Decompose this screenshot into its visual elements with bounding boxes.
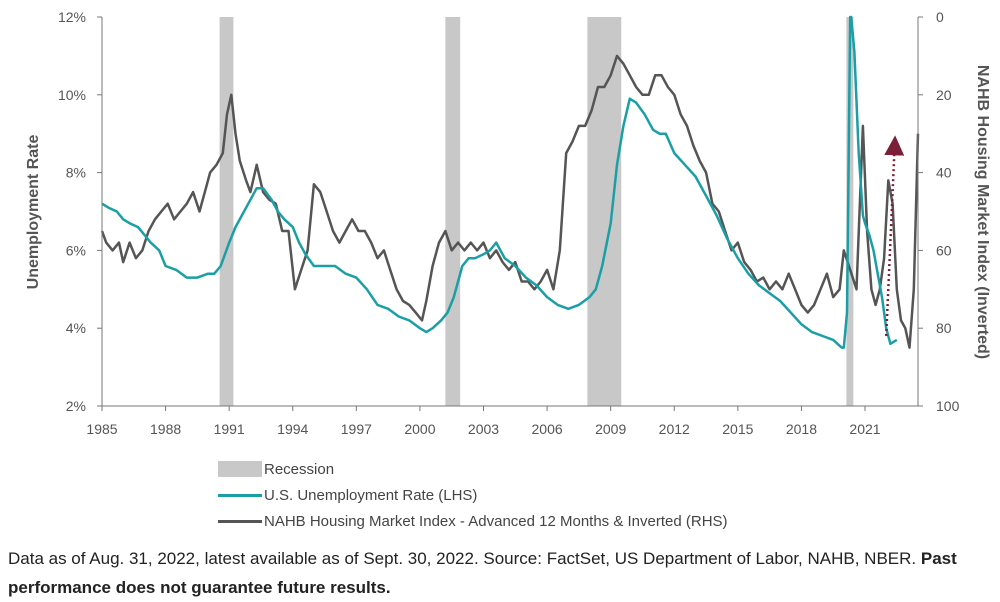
y-right-tick-label: 80	[936, 320, 952, 336]
x-tick-label: 1994	[277, 421, 308, 437]
recession-band-0	[219, 17, 234, 406]
x-tick-label: 2006	[532, 421, 563, 437]
x-tick-label: 1991	[214, 421, 245, 437]
x-tick-label: 2000	[404, 421, 435, 437]
recession-bands	[219, 17, 854, 406]
x-tick-label: 1985	[86, 421, 117, 437]
x-tick-label: 2012	[659, 421, 690, 437]
legend-label-nahb: NAHB Housing Market Index - Advanced 12 …	[264, 512, 728, 530]
legend-label-unemployment: U.S. Unemployment Rate (LHS)	[264, 486, 478, 504]
x-tick-label: 1988	[150, 421, 181, 437]
footnote-disclaimer: Past performance does not guarantee futu…	[8, 549, 957, 597]
recession-band-3	[846, 17, 854, 406]
legend: Recession U.S. Unemployment Rate (LHS) N…	[218, 456, 728, 534]
unemployment-swatch	[218, 493, 262, 497]
y-right-tick-label: 100	[936, 398, 960, 414]
axes	[101, 17, 919, 407]
x-tick-label: 2015	[722, 421, 753, 437]
recession-band-1	[445, 17, 461, 406]
chart: 1985 1988 1991 1994 1997 2000 2003 2006 2009 2012…	[25, 9, 991, 437]
annotation-arrow-line	[884, 135, 905, 337]
footnote-source: Data as of Aug. 31, 2022, latest availab…	[8, 549, 921, 568]
nahb-index-line	[100, 54, 920, 349]
y-left-tick-label: 2%	[66, 398, 86, 414]
ticks: 1985 1988 1991 1994 1997 2000 2003 2006 2009 2012…	[58, 9, 960, 437]
y-axis-left-title: Unemployment Rate	[25, 135, 42, 290]
y-right-tick-label: 60	[936, 242, 952, 258]
unemployment-rate-line	[101, 15, 898, 349]
y-axis-right-title: NAHB Housing Market Index (Inverted)	[974, 65, 991, 359]
y-left-tick-label: 10%	[58, 87, 86, 103]
legend-item-unemployment: U.S. Unemployment Rate (LHS)	[218, 482, 728, 508]
legend-item-nahb: NAHB Housing Market Index - Advanced 12 …	[218, 508, 728, 534]
x-tick-label: 2018	[786, 421, 817, 437]
y-right-tick-label: 0	[936, 9, 944, 25]
y-right-tick-label: 20	[936, 87, 952, 103]
annotation-arrow	[884, 135, 905, 337]
recession-band-2	[587, 17, 622, 406]
x-tick-label: 2021	[849, 421, 880, 437]
legend-item-recession: Recession	[218, 456, 728, 482]
y-left-tick-label: 8%	[66, 165, 86, 181]
y-left-tick-label: 12%	[58, 9, 86, 25]
x-tick-label: 1997	[341, 421, 372, 437]
x-tick-label: 2009	[595, 421, 626, 437]
y-right-tick-label: 40	[936, 165, 952, 181]
y-left-tick-label: 4%	[66, 320, 86, 336]
x-tick-label: 2003	[468, 421, 499, 437]
recession-swatch	[218, 461, 262, 477]
nahb-swatch	[218, 519, 262, 523]
legend-label-recession: Recession	[264, 460, 335, 478]
y-left-tick-label: 6%	[66, 242, 86, 258]
series-layer	[100, 15, 920, 349]
footnote: Data as of Aug. 31, 2022, latest availab…	[8, 544, 998, 602]
